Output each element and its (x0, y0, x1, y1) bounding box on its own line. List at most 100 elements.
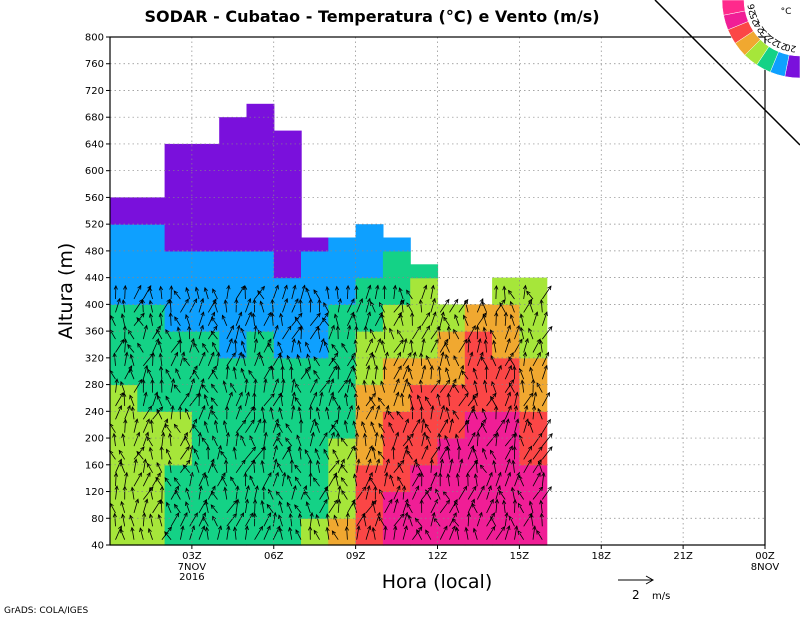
wind-arrow (210, 490, 218, 500)
wind-arrow (446, 473, 451, 487)
wind-arrow (328, 324, 335, 340)
wind-arrow (173, 503, 181, 514)
wind-arrow (157, 340, 163, 353)
wind-arrow (371, 500, 376, 513)
wind-arrow (142, 471, 151, 487)
wind-arrow (421, 325, 431, 340)
wind-arrow (288, 526, 293, 540)
wind-arrow (226, 324, 234, 340)
wind-arrow (481, 301, 487, 313)
wind-arrow (374, 338, 382, 353)
wind-arrow (288, 513, 293, 527)
wind-arrow (158, 312, 163, 326)
wind-arrow (173, 477, 181, 487)
wind-arrow (308, 472, 313, 487)
y-tick-label: 320 (85, 353, 104, 364)
temperature-cell (219, 411, 248, 439)
y-tick-label: 800 (85, 33, 104, 44)
wind-arrow (147, 368, 153, 380)
reference-vector-value: 2 (632, 588, 640, 602)
wind-arrow (198, 525, 206, 540)
wind-arrow (345, 284, 351, 300)
wind-arrow (272, 418, 279, 433)
wind-arrow (272, 444, 278, 460)
wind-arrow (243, 285, 248, 300)
wind-arrow (324, 487, 330, 500)
temperature-cell (328, 237, 357, 252)
wind-arrow (291, 337, 296, 353)
temperature-cell (219, 384, 248, 412)
wind-arrow (455, 526, 460, 540)
wind-arrow (272, 378, 279, 393)
x-tick-label: 06Z (264, 551, 284, 562)
wind-arrow (504, 418, 510, 433)
wind-arrow (298, 512, 303, 527)
wind-arrow (233, 526, 238, 540)
wind-arrow (331, 424, 339, 433)
temperature-cell (137, 197, 166, 225)
wind-arrow (309, 312, 321, 327)
reference-vector: 2 m/s (618, 575, 670, 602)
wind-arrow (142, 458, 148, 473)
wind-arrow (406, 449, 413, 460)
wind-arrow (319, 379, 331, 393)
wind-arrow (252, 298, 257, 313)
wind-arrow (159, 485, 165, 500)
wind-arrow (523, 458, 532, 473)
wind-arrow (464, 419, 470, 433)
wind-arrow (189, 298, 198, 313)
wind-arrow (197, 431, 202, 447)
y-tick-label: 120 (85, 487, 104, 498)
wind-arrow (119, 528, 126, 540)
wind-arrow (198, 378, 205, 393)
wind-arrow (482, 313, 487, 326)
wind-arrow (113, 472, 119, 487)
x-tick-sublabel: 8NOV (751, 562, 780, 573)
wind-arrow (402, 498, 409, 514)
wind-arrow (519, 326, 525, 340)
temperature-cell (219, 438, 248, 466)
wind-arrow (123, 284, 128, 300)
wind-arrow (492, 459, 497, 473)
wind-arrow (412, 418, 421, 433)
wind-arrow (473, 473, 478, 487)
wind-arrow (458, 485, 468, 500)
wind-arrow (222, 419, 228, 433)
wind-arrow (449, 498, 458, 514)
wind-arrow (486, 471, 493, 487)
wind-arrow (430, 498, 439, 514)
wind-arrow (261, 445, 267, 460)
wind-arrow (522, 284, 528, 300)
wind-arrow (541, 325, 553, 340)
wind-arrow (282, 471, 287, 487)
x-tick-label: 00Z (755, 551, 775, 562)
wind-arrow (152, 406, 164, 420)
wind-arrow (388, 421, 395, 433)
wind-arrow (294, 396, 302, 407)
wind-arrow (192, 423, 200, 433)
wind-arrow (267, 342, 274, 353)
wind-arrow (156, 394, 163, 407)
wind-arrow (341, 489, 348, 500)
wind-arrow (393, 391, 400, 407)
wind-arrow (523, 445, 533, 460)
wind-arrow (291, 284, 297, 300)
wind-arrow (122, 325, 127, 340)
wind-arrow (439, 499, 451, 514)
wind-arrow (276, 436, 283, 447)
temperature-fill (110, 103, 548, 546)
wind-arrow (502, 499, 507, 513)
y-axis-ticks: 40 80 120 160 200 240 280 320 360 400 440 480 520 560… (85, 33, 110, 552)
x-tick-label: 03Z (182, 551, 202, 562)
wind-arrow (384, 404, 390, 420)
wind-arrow (133, 312, 145, 327)
wind-arrow (176, 326, 181, 340)
wind-arrow (384, 458, 390, 473)
wind-arrow (416, 528, 423, 540)
temperature-cell (328, 277, 357, 305)
wind-arrow (112, 352, 117, 366)
wind-arrow (120, 380, 126, 393)
wind-arrow (207, 404, 214, 420)
wind-arrow (165, 395, 172, 407)
wind-arrow (490, 354, 497, 367)
